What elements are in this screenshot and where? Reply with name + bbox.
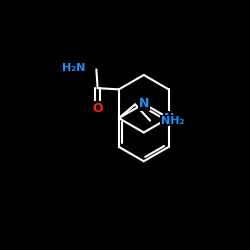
Text: H₂N: H₂N [62, 63, 86, 73]
Text: NH₂: NH₂ [160, 116, 184, 126]
Text: N: N [138, 97, 149, 110]
Text: O: O [92, 102, 103, 114]
Text: N: N [164, 112, 174, 124]
